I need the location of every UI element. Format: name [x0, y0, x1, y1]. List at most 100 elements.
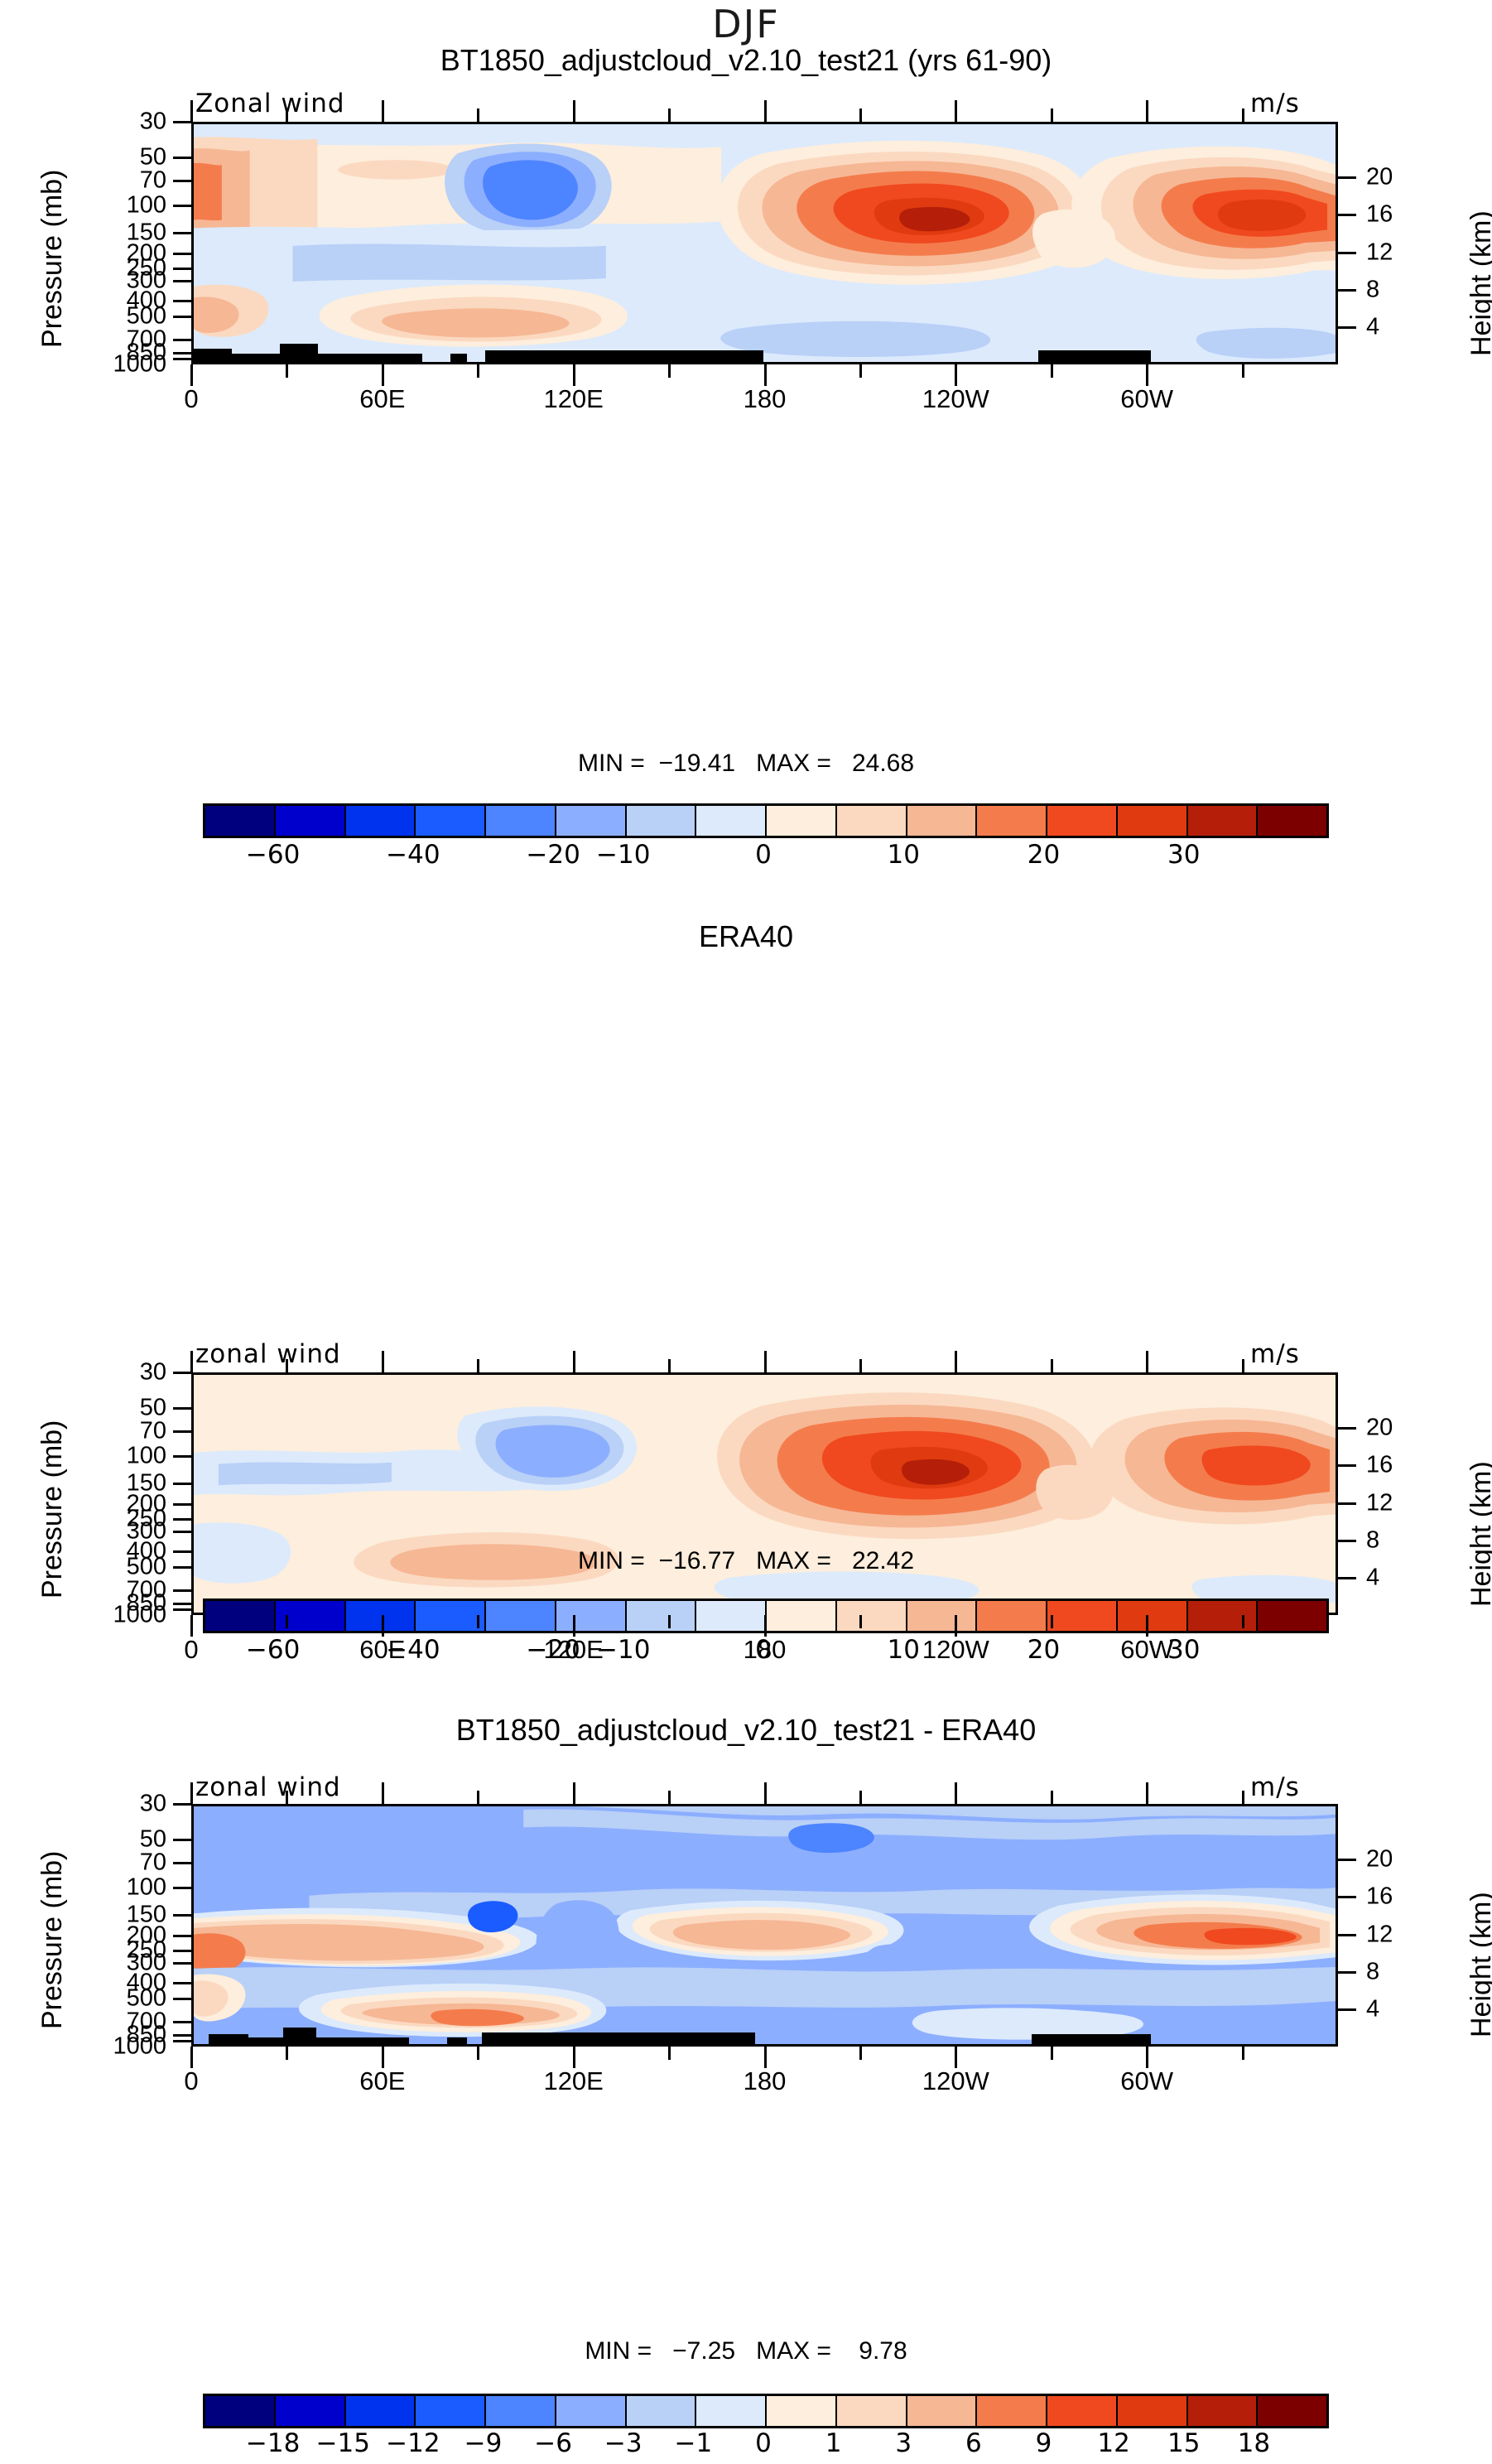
panel-title-model: BT1850_adjustcloud_v2.10_test21 (yrs 61-…: [440, 43, 1052, 77]
pressure-tick-mark: [173, 1886, 191, 1889]
colorbar-swatch: [696, 2396, 767, 2426]
longitude-tick-mark: [572, 364, 575, 386]
y-axis-label-height-1: Height (km): [1466, 210, 1492, 356]
pressure-tick-label: 70: [139, 166, 166, 194]
pressure-tick-mark: [173, 1861, 191, 1864]
topography-mask-3d: [316, 2037, 409, 2044]
pressure-tick-mark: [173, 2034, 191, 2037]
longitude-tick-mark: [572, 100, 575, 122]
longitude-tick-mark: [763, 2047, 767, 2068]
longitude-tick-mark: [955, 1615, 958, 1637]
height-tick-mark: [1338, 288, 1356, 292]
colorbar-tick-label: 18: [1237, 2428, 1271, 2458]
height-tick-label: 8: [1366, 1526, 1380, 1554]
contour-svg-difference: [194, 1806, 1336, 2044]
pressure-tick-mark: [173, 1406, 191, 1410]
height-tick-label: 16: [1366, 200, 1393, 228]
topography-mask-1: [194, 349, 232, 362]
longitude-tick-mark: [381, 1782, 384, 1804]
pressure-tick-label: 300: [126, 1949, 166, 1976]
height-tick-mark: [1338, 1576, 1356, 1579]
longitude-minor-tick-mark: [668, 1615, 671, 1628]
pressure-tick-mark: [173, 1838, 191, 1841]
longitude-minor-tick-mark: [286, 1615, 289, 1628]
longitude-tick-mark: [1146, 364, 1149, 386]
panel-title-difference: BT1850_adjustcloud_v2.10_test21 - ERA40: [455, 1713, 1037, 1747]
topography-mask-1g: [1038, 350, 1151, 362]
pressure-tick-mark: [173, 156, 191, 159]
contour-canvas-difference: [191, 1804, 1338, 2047]
longitude-tick-mark: [190, 364, 193, 386]
pressure-tick-mark: [173, 1531, 191, 1534]
panel-title-obs: ERA40: [698, 919, 794, 953]
longitude-tick-mark: [190, 1615, 193, 1637]
panel-units-obs: m/s: [1250, 1339, 1300, 1369]
longitude-tick-mark: [190, 1351, 193, 1372]
colorbar-tick-label: −20: [526, 1635, 580, 1665]
pressure-tick-label: 150: [126, 1469, 166, 1497]
pressure-tick-label: 100: [126, 1442, 166, 1469]
colorbar-tick-label: 0: [755, 2428, 772, 2458]
colorbar-swatch: [907, 2396, 978, 2426]
colorbar-swatch: [1117, 1601, 1188, 1631]
pressure-tick-label: 50: [139, 1825, 166, 1853]
minmax-text-2: MIN = −16.77 MAX = 22.42: [577, 1547, 915, 1574]
longitude-minor-tick-mark: [668, 1359, 671, 1372]
longitude-minor-tick-mark: [286, 1791, 289, 1804]
longitude-minor-tick-mark: [1050, 108, 1053, 122]
colorbar-tick-label: 9: [1035, 2428, 1052, 2458]
plot-area-obs: [191, 1372, 1338, 1615]
topography-mask-3c: [283, 2028, 316, 2044]
longitude-tick-label: 120W: [922, 1635, 989, 1664]
height-tick-label: 12: [1366, 239, 1393, 265]
longitude-tick-mark: [763, 1351, 767, 1372]
height-tick-label: 4: [1366, 1995, 1380, 2023]
colorbar-swatch: [416, 2396, 486, 2426]
longitude-minor-tick-mark: [859, 1615, 862, 1628]
longitude-tick-mark: [190, 1782, 193, 1804]
colorbar-swatch: [626, 1601, 697, 1631]
longitude-tick-mark: [381, 2047, 384, 2068]
topography-mask-3: [209, 2034, 248, 2044]
pressure-tick-label: 700: [126, 2008, 166, 2035]
colorbar-swatch: [556, 1601, 627, 1631]
longitude-minor-tick-mark: [477, 1791, 480, 1804]
colorbar-labels-3: −18 −15 −12 −9 −6 −3 −1 0 1 3 6 9 12 15 18: [203, 2428, 1329, 2462]
pressure-tick-label: 150: [126, 219, 166, 246]
colorbar-swatch: [275, 2396, 346, 2426]
colorbar-labels-1: −60 −40 −20 −10 0 10 20 30: [203, 840, 1329, 873]
pressure-tick-label: 200: [126, 239, 166, 267]
longitude-minor-tick-mark: [477, 2047, 480, 2060]
pressure-tick-mark: [173, 1566, 191, 1570]
height-tick-mark: [1338, 325, 1356, 329]
colorbar-tick-label: 30: [1167, 1635, 1201, 1665]
colorbar-tick-label: −10: [596, 840, 651, 870]
colorbar-tick-label: 0: [755, 1635, 772, 1665]
pressure-tick-mark: [173, 252, 191, 255]
longitude-tick-mark: [572, 1782, 575, 1804]
contour-svg-obs: [194, 1375, 1336, 1613]
pressure-tick-label: 250: [126, 1505, 166, 1532]
pressure-tick-label: 1000: [113, 350, 166, 378]
topography-mask-1c: [280, 344, 318, 362]
pressure-tick-mark: [173, 2040, 191, 2043]
colorbar-tick-label: 6: [965, 2428, 982, 2458]
longitude-minor-tick-mark: [1050, 364, 1053, 378]
pressure-tick-label: 850: [126, 2021, 166, 2048]
longitude-minor-tick-mark: [1050, 2047, 1053, 2060]
longitude-minor-tick-mark: [1241, 108, 1244, 122]
longitude-tick-label: 60W: [1120, 384, 1174, 413]
pressure-tick-label: 200: [126, 1922, 166, 1949]
colorbar-tick-label: −10: [596, 1635, 651, 1665]
pressure-tick-mark: [173, 339, 191, 342]
height-tick-label: 16: [1366, 1451, 1393, 1478]
longitude-tick-label: 60W: [1120, 2066, 1174, 2095]
longitude-tick-mark: [1146, 1615, 1149, 1637]
longitude-tick-label: 180: [743, 1635, 787, 1664]
topography-mask-3g: [1032, 2034, 1151, 2044]
pressure-tick-label: 100: [126, 1873, 166, 1901]
colorbar-tick-label: 0: [755, 840, 772, 870]
colorbar-swatch: [486, 2396, 556, 2426]
pressure-tick-mark: [173, 1998, 191, 2001]
colorbar-swatch: [345, 1601, 416, 1631]
